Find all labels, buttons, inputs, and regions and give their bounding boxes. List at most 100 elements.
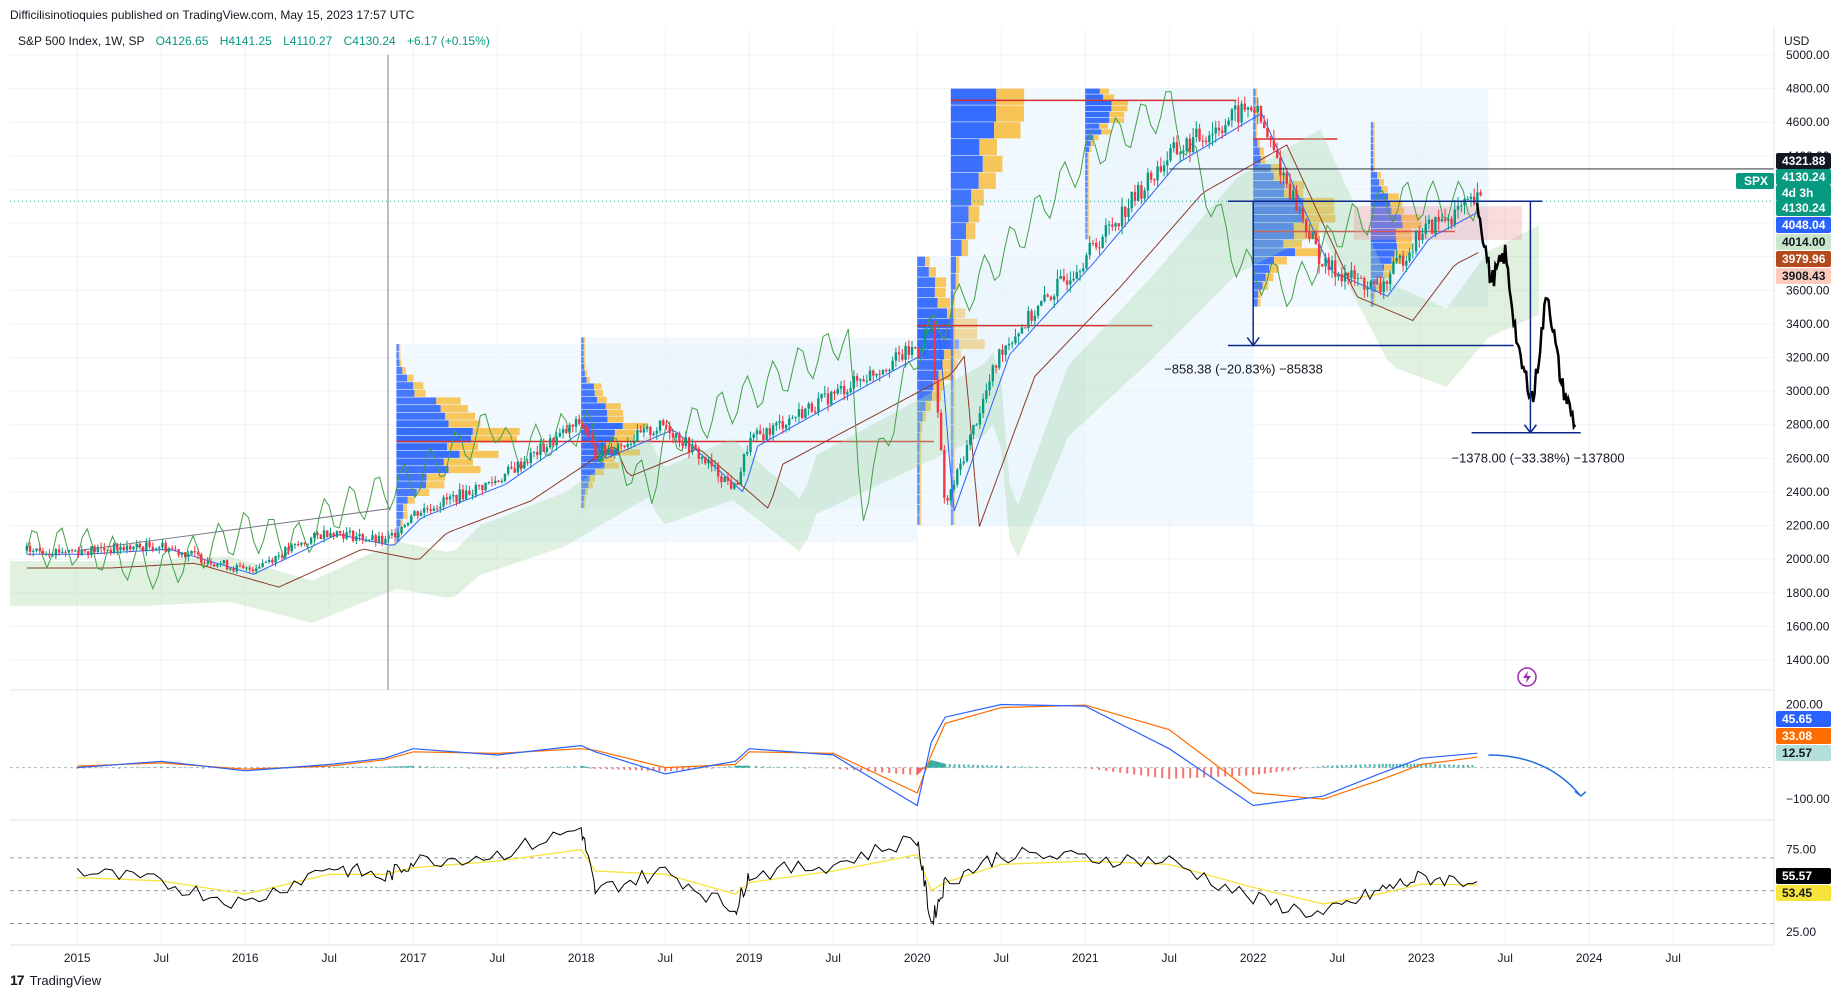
price-badge-bg	[1776, 217, 1831, 233]
tradingview-logo[interactable]: 17 TradingView	[10, 972, 101, 988]
volume-profile-bar	[581, 370, 585, 377]
price-axis[interactable]: 5000.004800.004600.004400.004200.004000.…	[1786, 48, 1830, 667]
candle-body	[1382, 281, 1385, 293]
volume-profile-bar	[950, 391, 954, 408]
candle-body	[510, 466, 513, 469]
macd-histogram-bar	[174, 767, 177, 768]
macd-histogram-bar	[972, 764, 975, 768]
macd-histogram-bar	[846, 767, 849, 770]
candle-body	[209, 561, 213, 565]
candle-body	[1443, 218, 1447, 221]
time-tick-label: 2015	[64, 951, 91, 965]
volume-profile-bar	[1087, 222, 1090, 228]
candle-body	[48, 553, 51, 556]
volume-profile-bar	[396, 488, 417, 496]
volume-profile-bar	[1255, 130, 1258, 139]
rsi-axis[interactable]: 75.00 25.00 55.57 53.45	[1776, 843, 1831, 939]
candle-body	[978, 413, 982, 425]
volume-profile-bar	[950, 458, 954, 475]
macd-histogram-bar	[929, 761, 932, 768]
candle-body	[836, 388, 839, 394]
macd-histogram-bar	[940, 762, 943, 768]
alert-icon[interactable]	[1517, 667, 1537, 687]
time-tick-label: Jul	[1498, 951, 1513, 965]
macd-axis[interactable]: 200.00 −100.00 45.65 33.08 12.57	[1776, 697, 1831, 806]
price-badge-bg	[1776, 185, 1831, 201]
macd-histogram-bar	[948, 764, 951, 768]
candle-body	[794, 416, 797, 418]
candle-body	[733, 482, 736, 489]
volume-profile-bar	[445, 412, 476, 420]
time-tick-label: 2021	[1072, 951, 1099, 965]
candle-body	[193, 551, 196, 553]
candle-body	[316, 532, 319, 535]
candle-body	[229, 568, 232, 570]
candle-body	[936, 379, 940, 413]
macd-histogram-bar	[160, 766, 163, 768]
macd-histogram-bar	[1364, 764, 1367, 768]
candle-body	[458, 489, 461, 503]
candle-body	[1059, 276, 1062, 279]
candle-body	[529, 452, 532, 464]
candle-body	[1224, 125, 1227, 133]
volume-profile-bar	[1381, 186, 1388, 193]
volume-profile-bar	[996, 105, 1024, 122]
volume-profile-bar	[1284, 181, 1305, 189]
macd-histogram-bar	[737, 765, 740, 768]
volume-profile-bar	[1370, 221, 1403, 229]
volume-profile-bar	[581, 396, 598, 403]
volume-profile-bar	[407, 496, 415, 504]
candle-body	[355, 536, 358, 541]
candle-body	[1178, 152, 1182, 155]
macd-histogram-bar	[360, 766, 363, 768]
candle-body	[474, 485, 478, 495]
volume-profile-bar	[586, 376, 590, 383]
price-tick-label: 3600.00	[1786, 283, 1830, 297]
volume-profile-bar	[965, 223, 976, 240]
volume-profile-bar	[1370, 193, 1389, 200]
macd-histogram-bar	[496, 767, 499, 769]
volume-profile-bar	[917, 422, 921, 432]
macd-histogram-bar	[745, 765, 748, 768]
candle-body	[245, 567, 248, 569]
macd-histogram-bar	[1028, 766, 1031, 768]
volume-profile-bar	[396, 389, 415, 397]
price-badge-text: 4130.24	[1782, 201, 1826, 215]
macd-histogram-bar	[932, 760, 935, 768]
time-axis[interactable]: 2015 Jul 2016 Jul 2017 Jul 2018 Jul 2019 Jul 2020 J…	[64, 951, 1681, 965]
candle-body	[468, 490, 471, 495]
legend-high: H4141.25	[220, 34, 272, 48]
symbol-legend[interactable]: S&P 500 Index, 1W, SP O4126.65 H4141.25 …	[18, 34, 490, 48]
volume-profile-bar	[1085, 222, 1088, 228]
candle-body	[697, 448, 700, 459]
macd-histogram-bar	[1434, 764, 1437, 768]
candle-body	[923, 331, 927, 348]
macd-histogram-bar	[937, 761, 940, 768]
candle-body	[248, 567, 251, 570]
macd-histogram-bar	[825, 767, 828, 769]
candle-body	[1321, 264, 1324, 267]
candle-body	[345, 532, 348, 539]
candle-body	[151, 546, 154, 551]
candle-body	[51, 555, 54, 557]
volume-profile-bar	[1370, 171, 1378, 179]
candle-body	[668, 426, 671, 434]
price-badge-text: 4130.24	[1782, 170, 1826, 184]
candle-body	[739, 471, 742, 485]
macd-histogram-bar	[670, 767, 673, 771]
candle-body	[103, 548, 106, 551]
volume-profile-bar	[1255, 122, 1258, 131]
macd-histogram-bar	[545, 766, 548, 768]
volume-profile-bar	[920, 422, 923, 432]
candle-body	[1027, 310, 1030, 329]
volume-profile-bar	[950, 323, 954, 341]
candle-body	[74, 550, 77, 552]
macd-histogram-bar	[589, 767, 592, 769]
candle-body	[435, 508, 439, 510]
macd-histogram-bar	[933, 761, 936, 768]
candle-body	[1275, 150, 1279, 158]
macd-histogram-bar	[895, 767, 898, 774]
candle-body	[946, 497, 949, 501]
candle-body	[1175, 142, 1179, 155]
